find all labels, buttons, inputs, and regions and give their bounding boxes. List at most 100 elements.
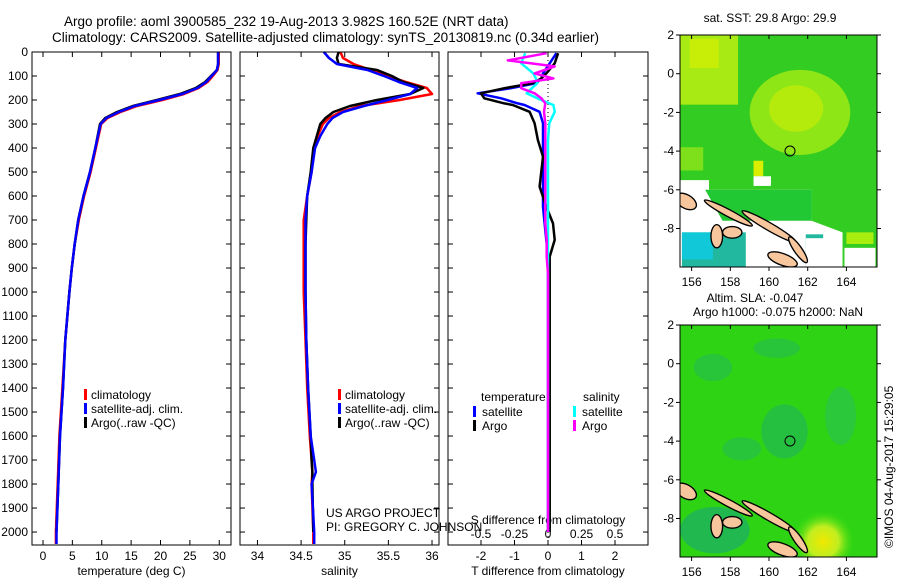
x-tick-label: 35.5 <box>377 549 401 563</box>
lat-tick-label: 0 <box>667 357 674 371</box>
y-tick-label: 2000 <box>1 525 28 539</box>
legend-label: satellite-adj. clim. <box>345 402 437 416</box>
lat-tick-label: -6 <box>663 183 674 197</box>
imos-timestamp: ©IMOS 04-Aug-2017 15:29:05 <box>882 385 896 548</box>
x-tick-label: 35 <box>338 549 352 563</box>
figure-title-line1: Argo profile: aoml 3900585_232 19-Aug-20… <box>64 14 509 29</box>
s-tick-label: -0.25 <box>501 527 529 541</box>
y-tick-label: 600 <box>8 189 28 203</box>
legend-swatch <box>338 417 341 428</box>
s-tick-label: -0.5 <box>471 527 492 541</box>
argo-position-marker <box>784 435 796 447</box>
x-tick-label: 34 <box>251 549 265 563</box>
series-satellite-adj-clim- <box>304 51 419 544</box>
y-tick-label: 500 <box>8 165 28 179</box>
argo-position-marker <box>784 145 796 157</box>
y-tick-label: 1500 <box>1 405 28 419</box>
y-tick-label: 0 <box>21 45 28 59</box>
y-tick-label: 400 <box>8 141 28 155</box>
lon-tick-label: 158 <box>720 275 740 289</box>
lon-tick-label: 164 <box>836 275 856 289</box>
sst-map-title: sat. SST: 29.8 Argo: 29.9 <box>704 11 837 25</box>
y-tick-label: 100 <box>8 69 28 83</box>
x-tick-label: 25 <box>183 549 197 563</box>
plot-frame <box>31 51 232 546</box>
s-tick-label: 0.25 <box>570 527 594 541</box>
series-argo-raw-qc- <box>55 52 220 533</box>
y-tick-label: 1700 <box>1 453 28 467</box>
s-tick-label: 0 <box>545 527 552 541</box>
x-tick-label: 20 <box>154 549 168 563</box>
land-masses <box>680 482 809 557</box>
x-tick-label: 34.5 <box>289 549 313 563</box>
series-satellite-adj-clim- <box>55 52 220 544</box>
pi-label: PI: GREGORY C. JOHNSON <box>326 520 482 534</box>
plot-frame <box>239 51 440 546</box>
project-label: US ARGO PROJECT <box>326 506 441 520</box>
y-tick-label: 1100 <box>2 309 28 323</box>
legend-label: Argo <box>482 419 508 433</box>
x-tick-label: 5 <box>69 549 76 563</box>
lat-tick-label: -8 <box>663 512 674 526</box>
lat-tick-label: -2 <box>663 105 674 119</box>
x-tick-label: 15 <box>124 549 138 563</box>
series-climatology <box>54 52 220 544</box>
legend-label: Argo(..raw -QC) <box>91 416 176 430</box>
figure-title-line2: Climatology: CARS2009. Satellite-adjuste… <box>52 30 599 45</box>
legend-swatch <box>338 389 341 400</box>
panel-difference: -2 -1 0 1 2T difference from climatology -0.5… <box>447 51 649 578</box>
legend-label: Argo <box>582 419 608 433</box>
y-tick-label: 900 <box>8 261 28 275</box>
y-tick-label: 200 <box>8 93 28 107</box>
lon-tick-label: 156 <box>682 275 702 289</box>
y-tick-label: 1400 <box>1 381 28 395</box>
sla-map: Altim. SLA: -0.047 Argo h1000: -0.075 h2… <box>663 291 881 579</box>
legend-heading-temperature: temperature <box>481 390 546 404</box>
lon-tick-label: 162 <box>798 565 818 579</box>
x-axis-label: temperature (deg C) <box>77 564 185 578</box>
legend-label: Argo(..raw -QC) <box>345 416 430 430</box>
y-tick-label: 1300 <box>1 357 28 371</box>
lon-tick-label: 162 <box>798 275 818 289</box>
x-tick-label: 0 <box>545 549 552 563</box>
y-tick-label: 1900 <box>1 501 28 515</box>
x-tick-label: 1 <box>578 549 585 563</box>
legend-swatch <box>84 403 87 414</box>
legend-swatch <box>573 420 576 431</box>
lat-tick-label: -4 <box>663 434 674 448</box>
legend-swatch <box>473 420 476 431</box>
legend-swatch <box>573 406 576 417</box>
x-axis-label: salinity <box>321 564 358 578</box>
y-tick-label: 700 <box>8 213 28 227</box>
profile-panels: 0100200300400500600700800900100011001200… <box>1 45 649 578</box>
plot-frame <box>447 51 649 546</box>
lon-tick-label: 156 <box>682 565 702 579</box>
lat-tick-label: -8 <box>663 222 674 236</box>
legend-label: climatology <box>91 388 151 402</box>
legend-heading-salinity: salinity <box>583 390 620 404</box>
sla-map-subtitle: Argo h1000: -0.075 h2000: NaN <box>693 305 863 319</box>
sla-map-title: Altim. SLA: -0.047 <box>707 291 804 305</box>
x-tick-label: 10 <box>95 549 109 563</box>
y-tick-label: 300 <box>8 117 28 131</box>
lat-tick-label: 0 <box>667 67 674 81</box>
x-tick-label: 30 <box>213 549 227 563</box>
series-s-argo <box>506 51 556 532</box>
y-tick-label: 800 <box>8 237 28 251</box>
y-tick-label: 1800 <box>1 477 28 491</box>
land-masses <box>680 192 809 267</box>
x-axis-label: T difference from climatology <box>471 564 625 578</box>
lat-tick-label: -4 <box>663 144 674 158</box>
lon-tick-label: 160 <box>759 565 779 579</box>
lon-tick-label: 160 <box>759 275 779 289</box>
legend-swatch <box>473 406 476 417</box>
s-tick-label: 0.5 <box>607 527 624 541</box>
lon-tick-label: 164 <box>836 565 856 579</box>
y-tick-label: 1200 <box>1 333 28 347</box>
x-tick-label: 0 <box>40 549 47 563</box>
panel-temperature: 0100200300400500600700800900100011001200… <box>1 45 232 578</box>
legend-label: satellite-adj. clim. <box>91 402 183 416</box>
y-tick-label: 1600 <box>1 429 28 443</box>
legend-swatch <box>84 417 87 428</box>
panel-salinity: 34 34.5 35 35.5 36 salinity climatologysatelli… <box>239 51 440 578</box>
